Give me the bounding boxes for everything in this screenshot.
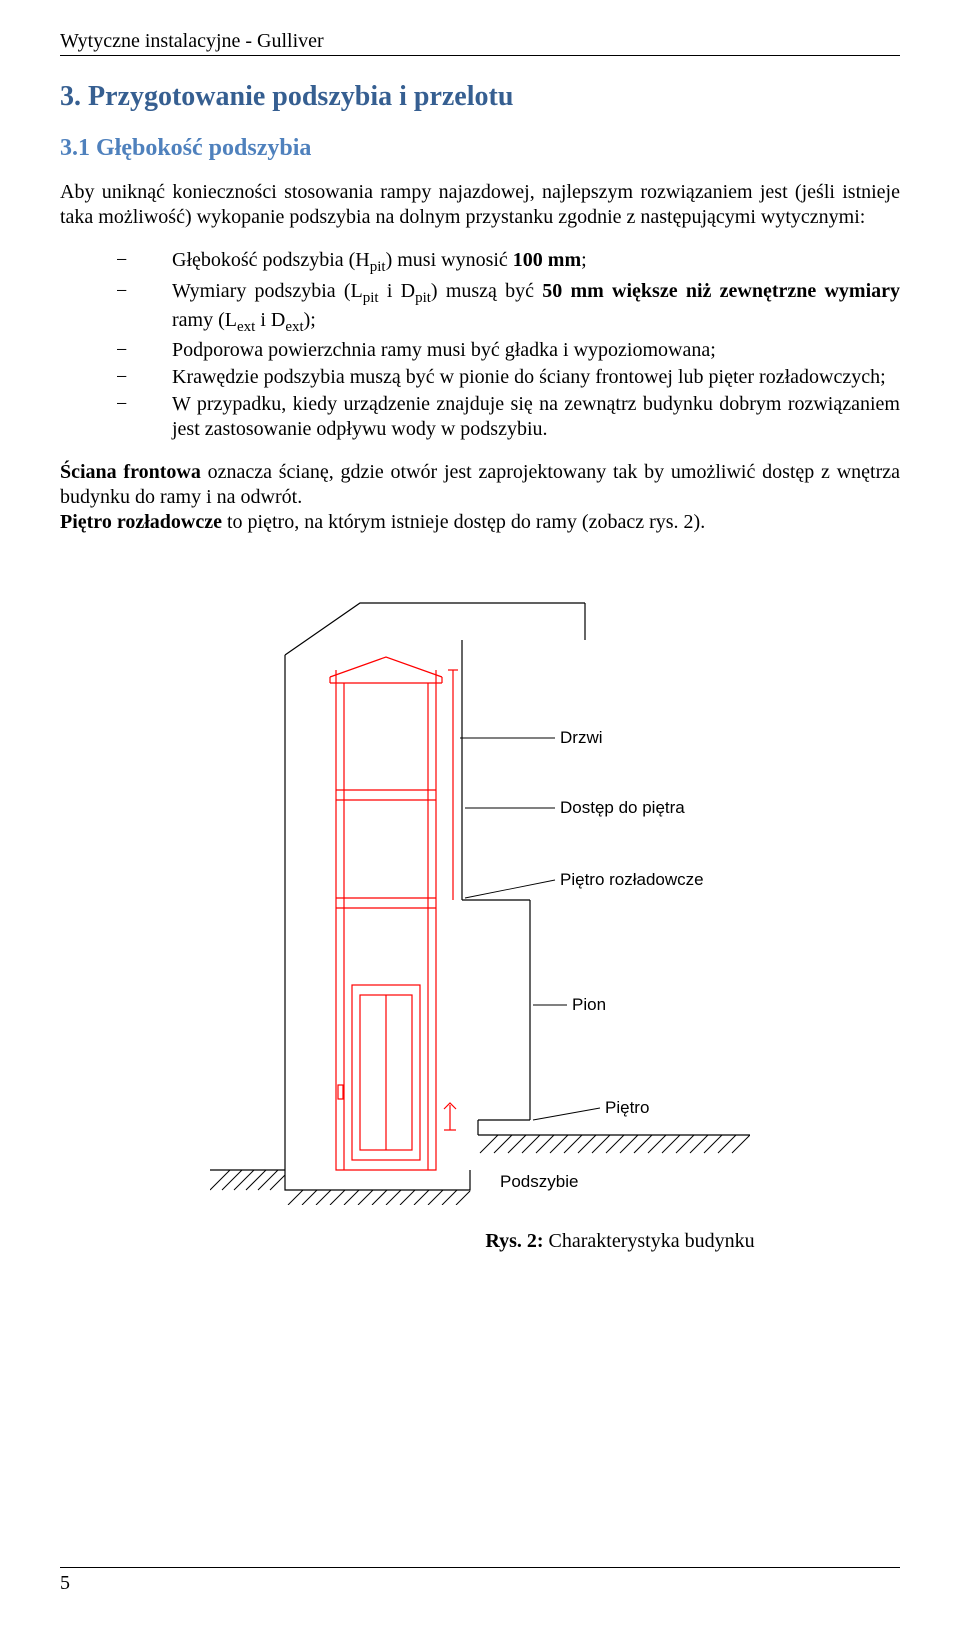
section-title: 3. Przygotowanie podszybia i przelotu (60, 81, 900, 113)
definition-paragraph: Ściana frontowa oznacza ścianę, gdzie ot… (60, 460, 900, 535)
page-footer: 5 (60, 1567, 900, 1595)
running-header: Wytyczne instalacyjne - Gulliver (60, 30, 900, 53)
label-pion: Pion (572, 995, 606, 1014)
list-item: Głębokość podszybia (Hpit) musi wynosić … (116, 248, 900, 277)
page-number: 5 (60, 1572, 900, 1595)
guidelines-list: Głębokość podszybia (Hpit) musi wynosić … (60, 248, 900, 442)
list-item: Wymiary podszybia (Lpit i Dpit) muszą by… (116, 279, 900, 337)
list-item: Krawędzie podszybia muszą być w pionie d… (116, 365, 900, 390)
footer-rule (60, 1567, 900, 1568)
label-rozladowcze: Piętro rozładowcze (560, 870, 704, 889)
label-pietro: Piętro (605, 1098, 649, 1117)
figure-caption: Rys. 2: Charakterystyka budynku (60, 1230, 900, 1253)
running-title-text: Wytyczne instalacyjne - Gulliver (60, 30, 324, 52)
diagram-container: Drzwi Dostęp do piętra Piętro rozładowcz… (60, 565, 900, 1205)
list-item: W przypadku, kiedy urządzenie znajduje s… (116, 392, 900, 442)
list-item: Podporowa powierzchnia ramy musi być gła… (116, 338, 900, 363)
label-dostep: Dostęp do piętra (560, 798, 685, 817)
label-podszybie: Podszybie (500, 1172, 578, 1191)
header-rule (60, 55, 900, 56)
building-diagram: Drzwi Dostęp do piętra Piętro rozładowcz… (210, 565, 750, 1205)
label-drzwi: Drzwi (560, 728, 603, 747)
subsection-title: 3.1 Głębokość podszybia (60, 135, 900, 162)
intro-paragraph: Aby uniknąć konieczności stosowania ramp… (60, 180, 900, 230)
